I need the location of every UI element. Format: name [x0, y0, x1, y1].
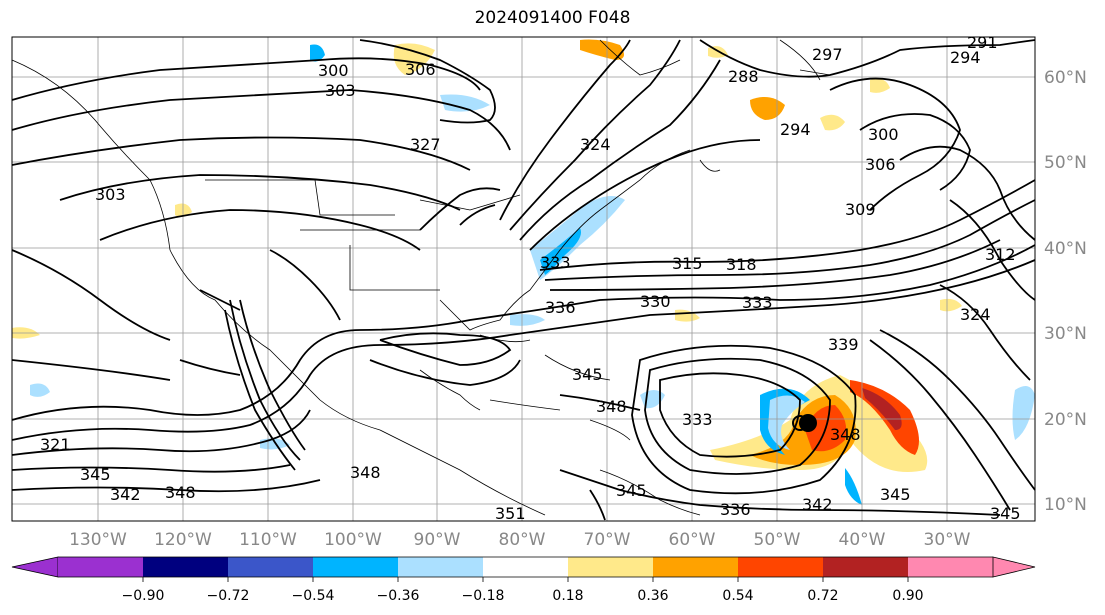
contour-label: 345 — [80, 465, 111, 484]
contour-label: 345 — [616, 481, 647, 500]
contour-label: 348 — [596, 397, 627, 416]
contour-label: 303 — [325, 81, 356, 100]
contour-label: 348 — [165, 483, 196, 502]
graticule — [12, 37, 1035, 521]
contour-label: 348 — [350, 463, 381, 482]
contour-label: 342 — [110, 485, 141, 504]
latitude-labels: 60°N 50°N 40°N 30°N 20°N 10°N — [1044, 68, 1087, 515]
contour-label: 306 — [405, 60, 436, 79]
contour-label: 342 — [802, 495, 833, 514]
colorbar-tick: 0.90 — [892, 588, 923, 604]
colorbar-extend-max — [992, 556, 1036, 578]
contour-label: 297 — [812, 45, 843, 64]
colorbar-tick: 0.54 — [722, 588, 753, 604]
longitude-label: 60°W — [669, 530, 716, 550]
colorbar-segment — [228, 557, 313, 577]
contour-label: 288 — [728, 67, 759, 86]
longitude-label: 50°W — [754, 530, 801, 550]
colorbar-segment — [823, 557, 908, 577]
colorbar-extend-min — [11, 556, 59, 578]
colorbar-segment — [568, 557, 653, 577]
tropical-cyclone-icon — [792, 414, 817, 432]
longitude-labels: 130°W 120°W 110°W 100°W 90°W 80°W 70°W 6… — [69, 530, 971, 550]
colorbar-tick: 0.36 — [637, 588, 668, 604]
longitude-label: 90°W — [414, 530, 461, 550]
colorbar-segment — [653, 557, 738, 577]
colorbar-segment — [908, 557, 993, 577]
colorbar-segment — [738, 557, 823, 577]
contour-label: 333 — [540, 253, 571, 272]
coastlines — [11, 39, 831, 516]
contour-label: 294 — [780, 120, 811, 139]
colorbar-tick: −0.36 — [377, 588, 420, 604]
contour-label: 318 — [726, 255, 757, 274]
latitude-label: 50°N — [1044, 153, 1087, 173]
contour-label-group: 300 303 306 288 291 294 297 303 309 315 … — [40, 33, 1021, 523]
contour-label: 345 — [990, 504, 1021, 523]
contour-label: 351 — [495, 504, 526, 523]
contour-label: 345 — [572, 365, 603, 384]
colorbar-tick: −0.90 — [122, 588, 165, 604]
longitude-label: 40°W — [839, 530, 886, 550]
contour-label: 333 — [742, 293, 773, 312]
colorbar-tick: 0.72 — [807, 588, 838, 604]
longitude-label: 80°W — [499, 530, 546, 550]
contour-label: 300 — [868, 125, 899, 144]
longitude-label: 120°W — [154, 530, 212, 550]
longitude-label: 30°W — [924, 530, 971, 550]
latitude-label: 40°N — [1044, 239, 1087, 259]
colorbar-segment — [483, 557, 568, 577]
contour-label: 336 — [720, 500, 751, 519]
contour-label: 336 — [545, 298, 576, 317]
colorbar-segment — [143, 557, 228, 577]
colorbar-tick: −0.54 — [292, 588, 335, 604]
longitude-label: 100°W — [324, 530, 382, 550]
colorbar: −0.90 −0.72 −0.54 −0.36 −0.18 0.18 0.36 … — [11, 556, 1036, 604]
longitude-label: 130°W — [69, 530, 127, 550]
latitude-label: 30°N — [1044, 324, 1087, 344]
contour-label: 333 — [682, 410, 713, 429]
latitude-label: 60°N — [1044, 68, 1087, 88]
contour-label: 306 — [865, 155, 896, 174]
contour-label: 345 — [880, 485, 911, 504]
contour-label: 321 — [40, 435, 71, 454]
contour-label: 309 — [845, 200, 876, 219]
colorbar-tick: 0.18 — [552, 588, 583, 604]
colorbar-segment — [398, 557, 483, 577]
contour-label: 324 — [960, 305, 991, 324]
contour-label: 315 — [672, 254, 703, 273]
contour-label: 324 — [580, 135, 611, 154]
latitude-label: 10°N — [1044, 495, 1087, 515]
colorbar-tick: −0.18 — [462, 588, 505, 604]
map-panel: 300 303 306 288 291 294 297 303 309 315 … — [11, 33, 1036, 523]
colorbar-tick: −0.72 — [207, 588, 250, 604]
contour-label: 294 — [950, 48, 981, 67]
contour-label: 327 — [410, 135, 441, 154]
colorbar-segment — [58, 557, 143, 577]
contour-label: 291 — [967, 33, 998, 52]
contour-label: 330 — [640, 292, 671, 311]
longitude-label: 110°W — [239, 530, 297, 550]
longitude-label: 70°W — [584, 530, 631, 550]
contour-label: 300 — [318, 61, 349, 80]
contour-label: 348 — [830, 425, 861, 444]
latitude-label: 20°N — [1044, 410, 1087, 430]
contour-label: 303 — [95, 185, 126, 204]
map-title: 2024091400 F048 — [474, 8, 631, 28]
colorbar-segment — [313, 557, 398, 577]
contour-label: 339 — [828, 335, 859, 354]
contour-label: 312 — [985, 245, 1016, 264]
contour-lines — [11, 39, 1036, 521]
